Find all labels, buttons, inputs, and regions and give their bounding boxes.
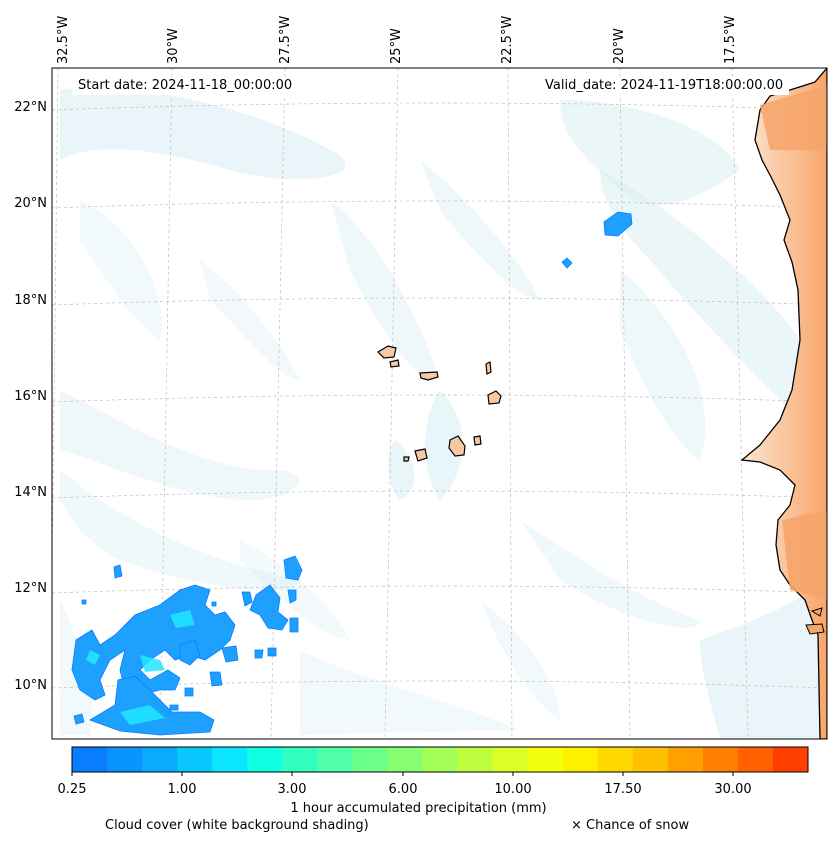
colorbar-swatch (702, 747, 739, 772)
colorbar-label: 1 hour accumulated precipitation (mm) (290, 801, 547, 816)
colorbar-ticks: 0.25 1.00 3.00 6.00 10.00 17.50 30.00 (58, 772, 752, 797)
start-date-label: Start date: 2024-11-18_00:00:00 (72, 77, 299, 95)
colorbar-tick-label: 6.00 (389, 782, 418, 797)
colorbar-tick-label: 17.50 (604, 782, 641, 797)
cape-verde-islands (377, 345, 502, 462)
colorbar-swatch (317, 747, 353, 772)
land-shade-south (782, 510, 827, 600)
cloud-cover-note: Cloud cover (white background shading) (105, 818, 369, 833)
lon-label: 25°W (389, 28, 404, 64)
colorbar-tick-label: 30.00 (714, 782, 751, 797)
colorbar-swatch (597, 747, 634, 772)
colorbar-swatch (142, 747, 178, 772)
colorbar-swatch (282, 747, 318, 772)
colorbar-swatch (177, 747, 213, 772)
lon-label: 27.5°W (278, 16, 293, 64)
precipitation-core (86, 610, 195, 725)
map-content (52, 68, 827, 739)
latitude-labels: 22°N 20°N 18°N 16°N 14°N 12°N 10°N (14, 100, 47, 693)
colorbar-swatch (72, 747, 108, 772)
lat-label: 14°N (14, 485, 47, 500)
colorbar-swatch (632, 747, 669, 772)
map-frame (51, 67, 828, 740)
colorbar-swatch (562, 747, 599, 772)
lat-label: 16°N (14, 389, 47, 404)
colorbar-swatch (737, 747, 774, 772)
lat-label: 18°N (14, 293, 47, 308)
lon-label: 32.5°W (56, 16, 71, 64)
colorbar-swatch (457, 747, 494, 772)
colorbar-tick-label: 10.00 (494, 782, 531, 797)
lon-label: 30°W (166, 28, 181, 64)
precipitation-field (71, 211, 633, 736)
colorbar-swatch (107, 747, 143, 772)
longitude-labels: 32.5°W 30°W 27.5°W 25°W 22.5°W 20°W 17.5… (56, 16, 738, 64)
lon-label: 17.5°W (723, 16, 738, 64)
colorbar-tick-label: 3.00 (278, 782, 307, 797)
colorbar (72, 747, 809, 772)
colorbar-swatch (527, 747, 564, 772)
colorbar-swatch (387, 747, 423, 772)
colorbar-swatch (667, 747, 704, 772)
colorbar-swatch (422, 747, 459, 772)
valid-date-label: Valid_date: 2024-11-19T18:00:00.00 (539, 77, 790, 95)
snow-chance-note: × Chance of snow (571, 818, 690, 833)
colorbar-frame (71, 746, 809, 773)
lat-label: 12°N (14, 581, 47, 596)
lon-label: 22.5°W (500, 16, 515, 64)
cloud-cover-shading (60, 88, 827, 739)
colorbar-tick-label: 0.25 (58, 782, 87, 797)
lat-label: 20°N (14, 196, 47, 211)
land-shade-north (760, 85, 827, 150)
colorbar-tick-label: 1.00 (168, 782, 197, 797)
colorbar-swatch (772, 747, 809, 772)
lat-label: 10°N (14, 678, 47, 693)
lat-label: 22°N (14, 100, 47, 115)
colorbar-swatch (212, 747, 248, 772)
colorbar-swatch (492, 747, 529, 772)
lon-label: 20°W (612, 28, 627, 64)
colorbar-swatch (247, 747, 283, 772)
colorbar-swatch (352, 747, 388, 772)
bijagos-islands (805, 607, 825, 635)
